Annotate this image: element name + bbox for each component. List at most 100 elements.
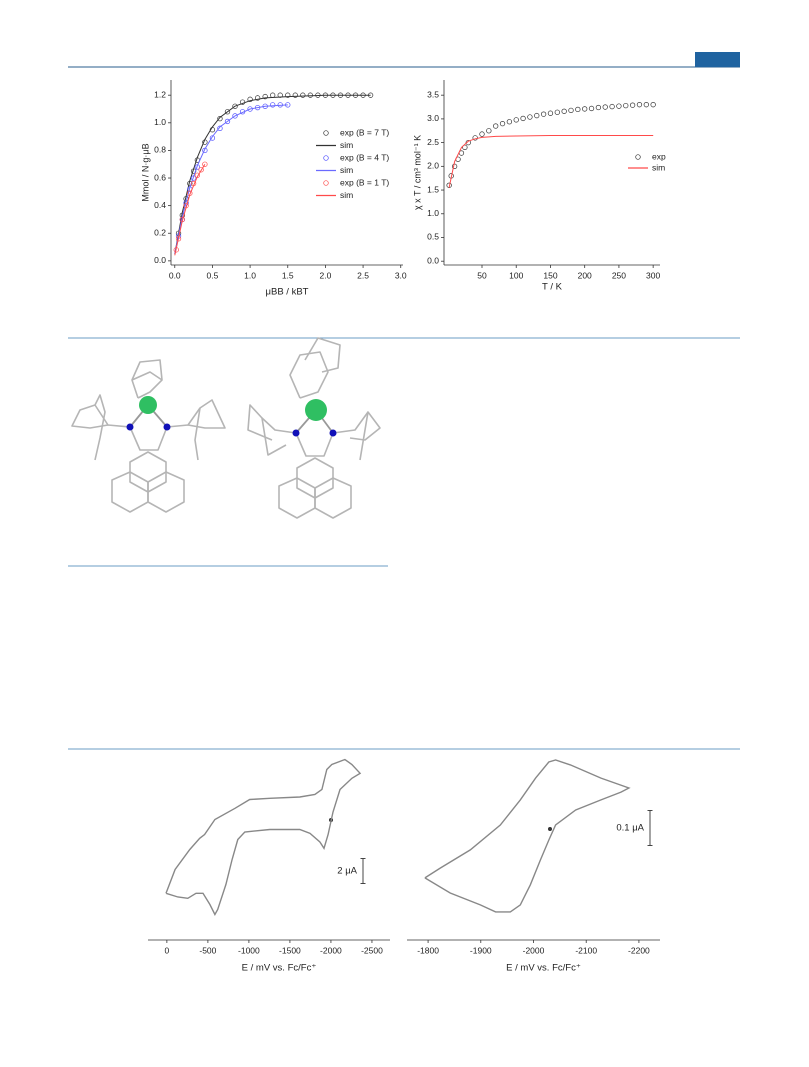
x-tick-label: 0.0 <box>169 270 181 280</box>
x-tick-label: 1.0 <box>244 270 256 280</box>
y-axis-label: χ x T / cm³ mol⁻¹ K <box>412 135 422 210</box>
scale-bar-label: 2 μA <box>337 866 357 877</box>
x-tick-label: 50 <box>477 270 487 280</box>
x-tick-label: 0.5 <box>207 270 219 280</box>
x-tick-label: -1000 <box>238 945 260 955</box>
data-point <box>198 167 204 173</box>
data-point <box>520 115 526 122</box>
x-axis-label: T / K <box>542 282 563 293</box>
data-point <box>506 119 513 125</box>
y-tick-label: 3.0 <box>427 113 439 123</box>
x-tick-label: -2000 <box>523 945 545 955</box>
data-point <box>616 103 622 109</box>
legend-label: exp <box>652 151 666 161</box>
data-point <box>224 118 231 125</box>
data-point <box>650 102 656 108</box>
y-tick-label: 1.0 <box>154 117 166 127</box>
data-point <box>493 123 499 129</box>
data-point <box>623 102 629 109</box>
data-point <box>588 105 595 112</box>
data-point <box>209 135 216 141</box>
x-tick-label: -2100 <box>575 945 597 955</box>
data-point <box>224 109 231 115</box>
y-tick-label: 0.8 <box>154 145 166 155</box>
data-point <box>568 107 574 114</box>
data-point <box>479 131 485 137</box>
data-point <box>451 163 458 169</box>
data-point <box>595 104 602 111</box>
data-point <box>217 116 223 122</box>
x-tick-label: 100 <box>509 270 523 280</box>
data-point <box>547 110 554 116</box>
x-tick-label: 300 <box>646 270 660 280</box>
x-tick-label: 150 <box>543 270 557 280</box>
y-tick-label: 0.6 <box>154 172 166 182</box>
legend-label: sim <box>340 190 353 200</box>
data-point <box>513 117 519 123</box>
x-axis-label: E / mV vs. Fc/Fc⁺ <box>506 963 581 974</box>
y-tick-label: 0.5 <box>427 232 439 242</box>
legend-label: exp (B = 7 T) <box>340 127 389 137</box>
x-axis-label: E / mV vs. Fc/Fc⁺ <box>242 963 317 974</box>
data-point <box>285 92 291 98</box>
data-point <box>217 125 223 131</box>
y-tick-label: 1.0 <box>427 208 439 218</box>
scan-direction-marker <box>548 827 552 831</box>
data-point <box>270 102 276 108</box>
x-tick-label: 3.0 <box>395 270 407 280</box>
data-point <box>540 111 547 117</box>
data-line <box>424 759 631 913</box>
y-axis-label: Mmol / N·g·μB <box>140 143 150 201</box>
legend-symbol <box>323 155 329 161</box>
x-tick-label: -2500 <box>361 945 383 955</box>
molecule-left <box>71 359 226 513</box>
scale-bar-label: 0.1 μA <box>616 823 644 834</box>
x-tick-label: -1800 <box>417 945 439 955</box>
x-tick-label: 2.0 <box>320 270 332 280</box>
data-point <box>465 139 471 146</box>
data-point <box>561 108 567 114</box>
legend-symbol <box>323 130 329 136</box>
data-point <box>232 103 238 109</box>
data-point <box>575 106 581 113</box>
data-point <box>262 93 268 100</box>
legend-label: sim <box>340 165 353 175</box>
data-point <box>499 120 506 127</box>
legend-symbol <box>635 154 641 160</box>
data-point <box>232 113 238 119</box>
x-tick-label: -500 <box>199 945 216 955</box>
legend-label: exp (B = 4 T) <box>340 152 389 162</box>
data-line <box>165 758 362 916</box>
data-point <box>609 103 615 110</box>
data-line <box>448 135 654 188</box>
legend-label: sim <box>340 140 353 150</box>
data-point <box>300 92 306 98</box>
x-tick-label: 1.5 <box>282 270 294 280</box>
molecule-right <box>247 337 381 519</box>
data-point <box>629 102 636 108</box>
y-tick-label: 0.2 <box>154 227 166 237</box>
data-line <box>174 163 206 256</box>
data-point <box>292 92 298 98</box>
x-tick-label: -2000 <box>320 945 342 955</box>
y-tick-label: 0.4 <box>154 200 166 210</box>
y-tick-label: 0.0 <box>427 255 439 265</box>
legend-label: sim <box>652 162 665 172</box>
data-point <box>527 114 533 120</box>
x-tick-label: -1900 <box>470 945 492 955</box>
data-line <box>174 104 288 255</box>
data-point <box>462 144 468 151</box>
legend-label: exp (B = 1 T) <box>340 177 389 187</box>
data-point <box>554 109 560 115</box>
x-tick-label: -1500 <box>279 945 301 955</box>
x-tick-label: 250 <box>612 270 626 280</box>
y-tick-label: 3.5 <box>427 89 439 99</box>
data-point <box>486 128 492 134</box>
y-tick-label: 1.5 <box>427 184 439 194</box>
x-axis-label: μBB / kBT <box>266 287 309 298</box>
data-point <box>247 96 253 102</box>
data-point <box>636 102 643 108</box>
data-point <box>602 104 608 110</box>
